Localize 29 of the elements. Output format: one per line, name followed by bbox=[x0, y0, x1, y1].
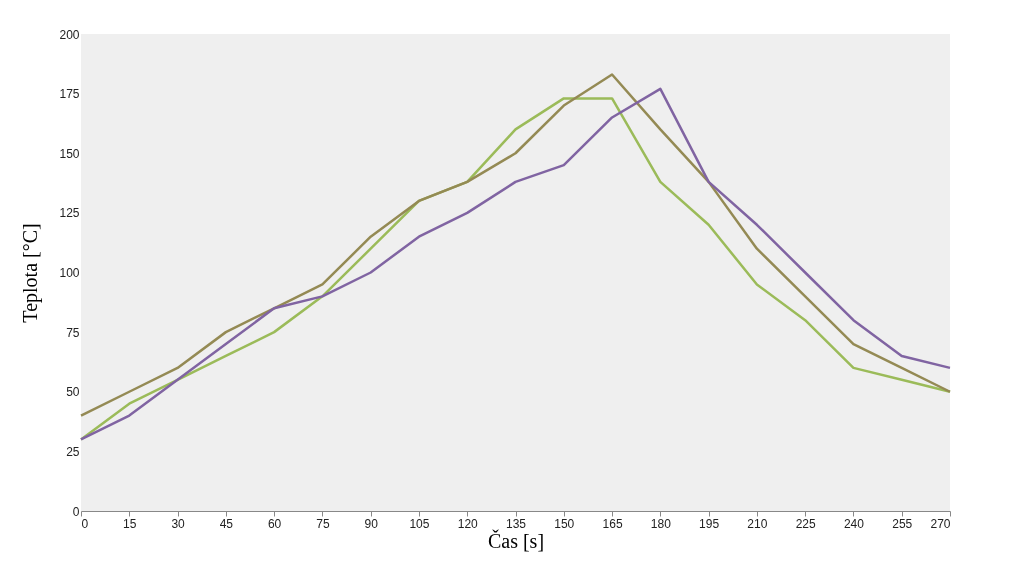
y-tick-label: 150 bbox=[59, 146, 80, 161]
y-tick-label: 50 bbox=[66, 385, 80, 400]
x-tick-label: 195 bbox=[699, 516, 720, 531]
y-tick-label: 125 bbox=[59, 206, 80, 221]
x-tick-label: 165 bbox=[602, 516, 623, 531]
x-tick-label: 60 bbox=[267, 516, 282, 531]
y-tick-label: 0 bbox=[72, 504, 80, 519]
x-tick-label: 180 bbox=[650, 516, 672, 531]
x-tick-label: 210 bbox=[747, 516, 768, 531]
x-tick-label: 240 bbox=[843, 516, 865, 531]
x-tick-label: 225 bbox=[795, 516, 816, 531]
y-tick-label: 175 bbox=[59, 87, 80, 102]
y-axis-title: Teplota [°C] bbox=[19, 223, 43, 323]
y-tick-label: 25 bbox=[66, 444, 80, 459]
x-tick-label: 270 bbox=[930, 516, 951, 531]
x-tick-label: 15 bbox=[123, 516, 137, 531]
y-tick-label: 75 bbox=[66, 325, 80, 340]
x-axis-title: Čas [s] bbox=[487, 528, 545, 552]
x-tick-label: 120 bbox=[457, 516, 479, 531]
x-tick-label: 150 bbox=[554, 516, 575, 531]
y-tick-label: 100 bbox=[59, 266, 80, 280]
x-tick-label: 45 bbox=[219, 516, 234, 531]
x-tick-label: 30 bbox=[171, 516, 186, 531]
x-tick-label: 135 bbox=[505, 516, 527, 531]
x-tick-label: 90 bbox=[364, 516, 379, 531]
x-tick-label: 75 bbox=[316, 516, 330, 531]
y-tick-label: 200 bbox=[59, 27, 80, 42]
x-tick-label: 105 bbox=[409, 516, 430, 531]
x-tick-label: 255 bbox=[892, 516, 913, 531]
